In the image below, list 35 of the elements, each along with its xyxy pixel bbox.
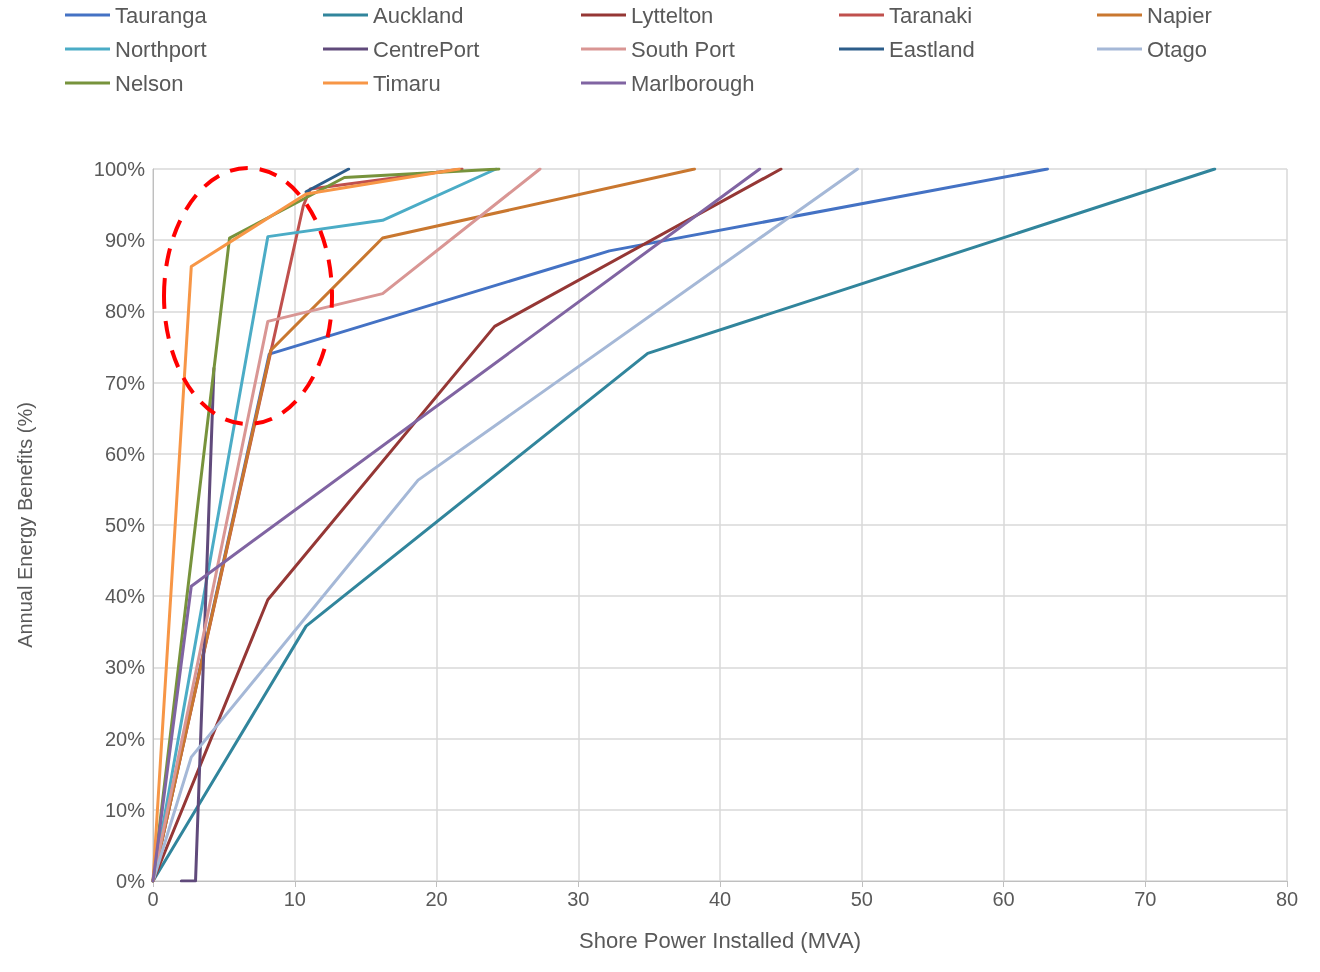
legend-label: Lyttelton (631, 2, 714, 28)
y-tick-label: 50% (104, 514, 146, 536)
legend-label: Northport (115, 36, 207, 62)
legend-label: Otago (1147, 36, 1207, 62)
y-tick-label: 40% (104, 585, 146, 608)
x-tick-label: 30 (567, 888, 590, 910)
legend-label: Eastland (889, 36, 975, 62)
x-tick-label: 70 (1134, 888, 1157, 910)
x-tick-label: 10 (283, 888, 306, 910)
y-tick-label: 10% (104, 798, 146, 821)
x-tick-label: 40 (708, 888, 732, 910)
y-tick-label: 80% (104, 300, 146, 323)
x-tick-label: 50 (850, 888, 873, 910)
y-tick-label: 100% (93, 158, 146, 180)
y-tick-label: 90% (104, 229, 146, 252)
legend-label: Taranaki (889, 2, 973, 28)
x-tick-label: 80 (1275, 888, 1299, 910)
legend-label: CentrePort (373, 36, 480, 62)
y-tick-label: 0% (116, 870, 146, 892)
x-tick-label: 20 (425, 888, 448, 910)
y-tick-label: 30% (104, 656, 146, 679)
x-tick-label: 0 (147, 888, 159, 910)
y-tick-label: 70% (104, 371, 146, 394)
y-axis-title: Annual Energy Benefits (%) (14, 402, 36, 648)
y-tick-label: 60% (104, 442, 146, 465)
y-tick-label: 20% (104, 727, 146, 750)
x-axis-title: Shore Power Installed (MVA) (578, 927, 862, 953)
legend-label: Marlborough (631, 70, 755, 96)
legend-label: Nelson (115, 70, 184, 96)
legend-label: Timaru (373, 70, 441, 96)
legend-label: South Port (631, 36, 735, 62)
legend-label: Auckland (373, 2, 464, 28)
x-tick-label: 60 (992, 888, 1015, 910)
legend-label: Tauranga (115, 2, 208, 28)
legend-label: Napier (1147, 2, 1212, 28)
